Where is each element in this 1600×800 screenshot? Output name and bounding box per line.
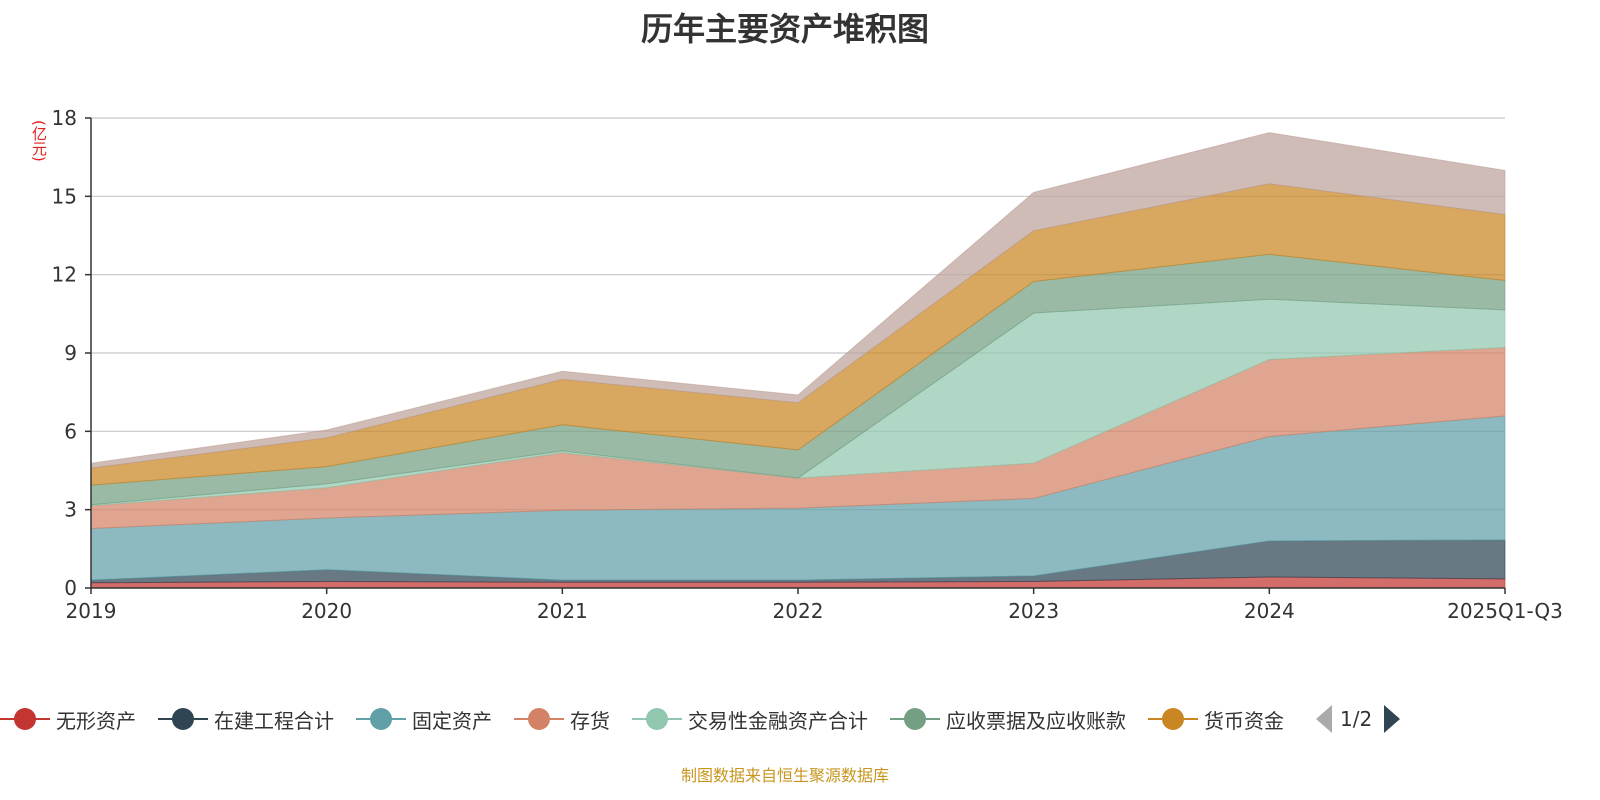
legend-item[interactable]: 存货 bbox=[514, 705, 610, 734]
y-tick-label: 9 bbox=[64, 341, 77, 365]
legend-label: 固定资产 bbox=[412, 708, 492, 733]
legend-prev-page-icon[interactable] bbox=[1316, 705, 1332, 733]
legend-item[interactable]: 应收票据及应收账款 bbox=[890, 705, 1126, 734]
area-series-7 bbox=[90, 132, 1506, 469]
legend-page-indicator: 1/2 bbox=[1340, 707, 1373, 731]
x-tick-label: 2020 bbox=[301, 599, 352, 623]
y-tick-label: 3 bbox=[64, 498, 77, 522]
legend-next-page-icon[interactable] bbox=[1384, 705, 1401, 733]
legend-marker-icon bbox=[356, 706, 406, 732]
legend-item[interactable]: 在建工程合计 bbox=[158, 705, 334, 734]
legend-item[interactable]: 货币资金 bbox=[1148, 705, 1284, 734]
x-tick-label: 2022 bbox=[773, 599, 824, 623]
legend-item[interactable]: 无形资产 bbox=[0, 705, 136, 734]
data-source-note: 制图数据来自恒生聚源数据库 bbox=[680, 766, 889, 785]
legend-marker-icon bbox=[158, 706, 208, 732]
y-tick-label: 15 bbox=[52, 184, 77, 208]
legend-label: 在建工程合计 bbox=[214, 708, 334, 733]
y-axis-unit-label: (亿元) bbox=[30, 120, 48, 162]
legend-marker-icon bbox=[0, 706, 50, 732]
legend-marker-icon bbox=[514, 706, 564, 732]
legend-pager: 1/2 bbox=[1302, 705, 1401, 733]
x-tick-label: 2019 bbox=[66, 599, 117, 623]
legend-item[interactable]: 固定资产 bbox=[356, 705, 492, 734]
legend: 无形资产 在建工程合计 固定资产 存货 交易性金融资产合计 应收票据及应收账款 货币资金 1… bbox=[0, 704, 1401, 734]
x-tick-label: 2023 bbox=[1008, 599, 1059, 623]
y-tick-label: 18 bbox=[52, 106, 77, 130]
legend-label: 存货 bbox=[570, 708, 610, 733]
x-tick-label: 2021 bbox=[537, 599, 588, 623]
legend-label: 交易性金融资产合计 bbox=[688, 708, 868, 733]
chart-title: 历年主要资产堆积图 bbox=[640, 10, 929, 48]
legend-label: 货币资金 bbox=[1204, 708, 1284, 733]
legend-label: 无形资产 bbox=[56, 708, 136, 733]
legend-item[interactable]: 交易性金融资产合计 bbox=[632, 705, 868, 734]
stacked-area-chart: 0 3 6 9 12 15 18 2019 2020 2021 2022 2023 2024 2025Q1… bbox=[52, 106, 1563, 623]
legend-marker-icon bbox=[890, 706, 940, 732]
x-tick-label: 2025Q1-Q3 bbox=[1447, 599, 1563, 623]
y-tick-label: 12 bbox=[52, 263, 77, 287]
legend-label: 应收票据及应收账款 bbox=[946, 708, 1126, 733]
legend-marker-icon bbox=[1148, 706, 1198, 732]
y-tick-label: 0 bbox=[64, 576, 77, 600]
x-tick-label: 2024 bbox=[1244, 599, 1295, 623]
legend-marker-icon bbox=[632, 706, 682, 732]
y-tick-label: 6 bbox=[64, 419, 77, 443]
